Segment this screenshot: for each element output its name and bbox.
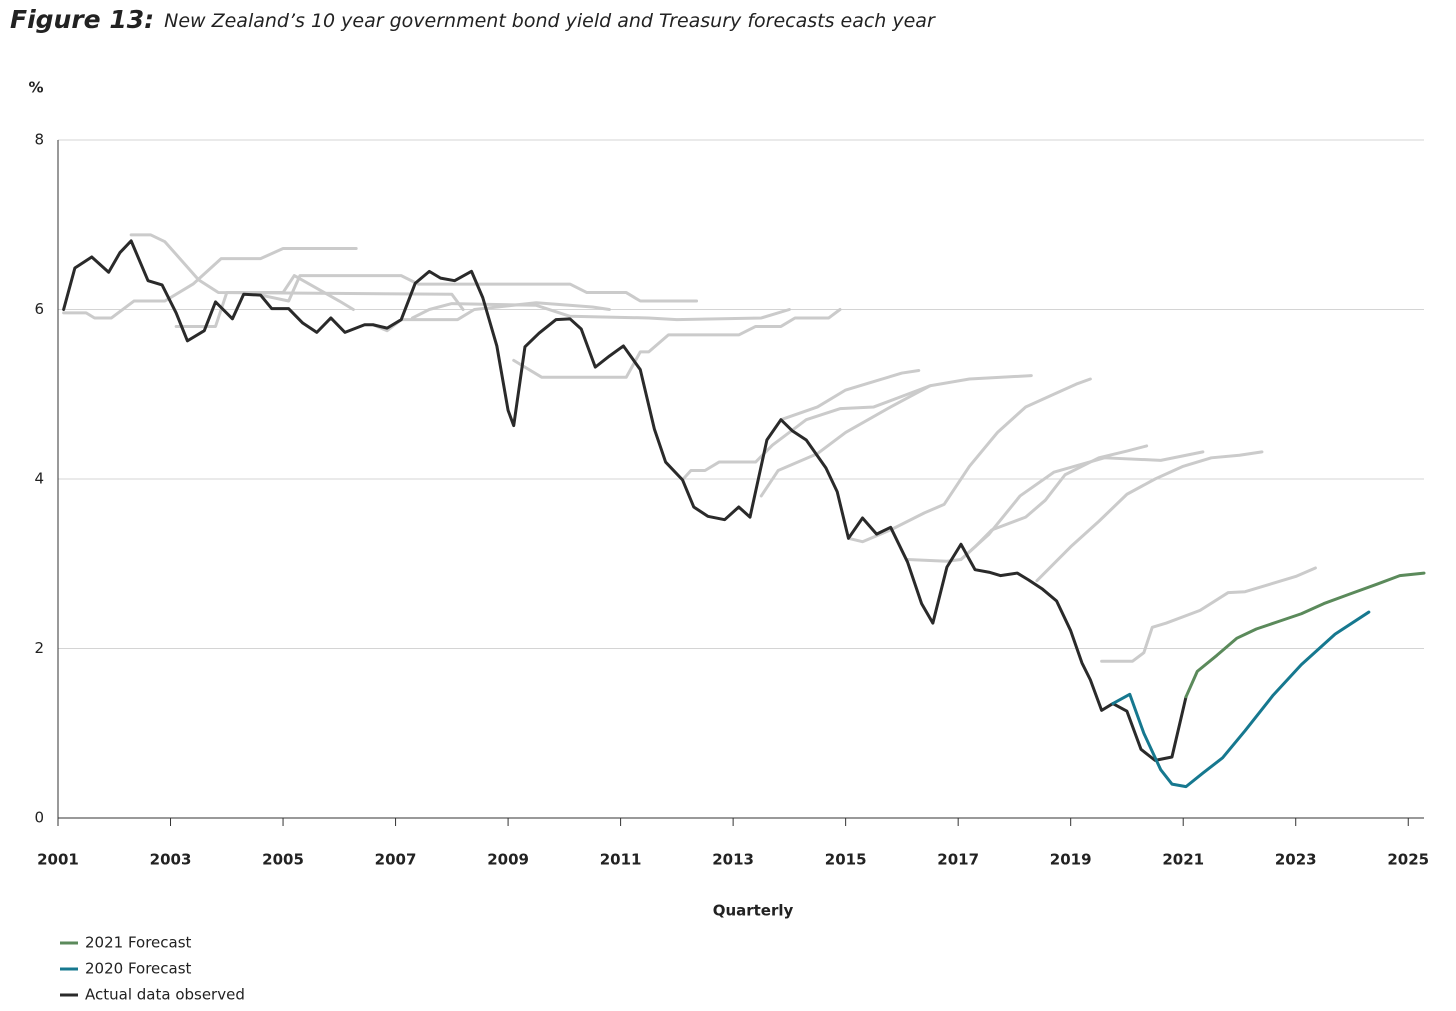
forecast-line: [62, 246, 358, 320]
y-tick-label: 2: [34, 639, 44, 657]
x-tick-label: 2005: [262, 851, 304, 869]
x-tick-label: 2003: [150, 851, 192, 869]
x-tick-label: 2019: [1050, 851, 1092, 869]
x-tick-label: 2009: [487, 851, 529, 869]
legend-label: Actual data observed: [85, 986, 245, 1004]
series-line: [62, 239, 1188, 762]
forecast-line: [512, 308, 842, 379]
forecast-line: [906, 444, 1149, 563]
y-tick-label: 4: [34, 470, 44, 488]
y-unit: %: [28, 79, 43, 97]
forecast-line: [371, 301, 611, 333]
chart-title: Figure 13: New Zealand’s 10 year governme…: [10, 5, 936, 34]
x-tick-label: 2011: [600, 851, 642, 869]
title-text: New Zealand’s 10 year government bond yi…: [164, 10, 936, 32]
forecast-line: [846, 377, 1092, 544]
forecast-line: [174, 274, 355, 328]
y-tick-label: 0: [34, 809, 44, 827]
series-line: [1111, 610, 1371, 789]
forecast-line: [129, 233, 465, 311]
forecast-line: [259, 274, 699, 303]
y-tick-label: 6: [34, 300, 44, 318]
x-tick-label: 2021: [1162, 851, 1204, 869]
x-tick-label: 2017: [937, 851, 979, 869]
forecast-line: [1100, 566, 1317, 663]
x-tick-label: 2015: [825, 851, 867, 869]
x-tick-label: 2007: [375, 851, 417, 869]
x-tick-label: 2025: [1387, 851, 1429, 869]
legend-label: 2021 Forecast: [85, 934, 192, 952]
title-prefix: Figure 13:: [10, 5, 154, 34]
x-tick-label: 2001: [37, 851, 79, 869]
x-axis-title: Quarterly: [713, 902, 794, 920]
y-tick-label: 8: [34, 131, 44, 149]
series-line: [1184, 571, 1426, 699]
forecast-line: [779, 369, 921, 422]
forecast-line: [959, 450, 1205, 562]
x-tick-label: 2023: [1275, 851, 1317, 869]
forecast-line: [759, 384, 932, 498]
forecast-line: [1035, 450, 1264, 583]
forecast-line: [410, 302, 791, 322]
legend-label: 2020 Forecast: [85, 960, 192, 978]
x-tick-label: 2013: [712, 851, 754, 869]
